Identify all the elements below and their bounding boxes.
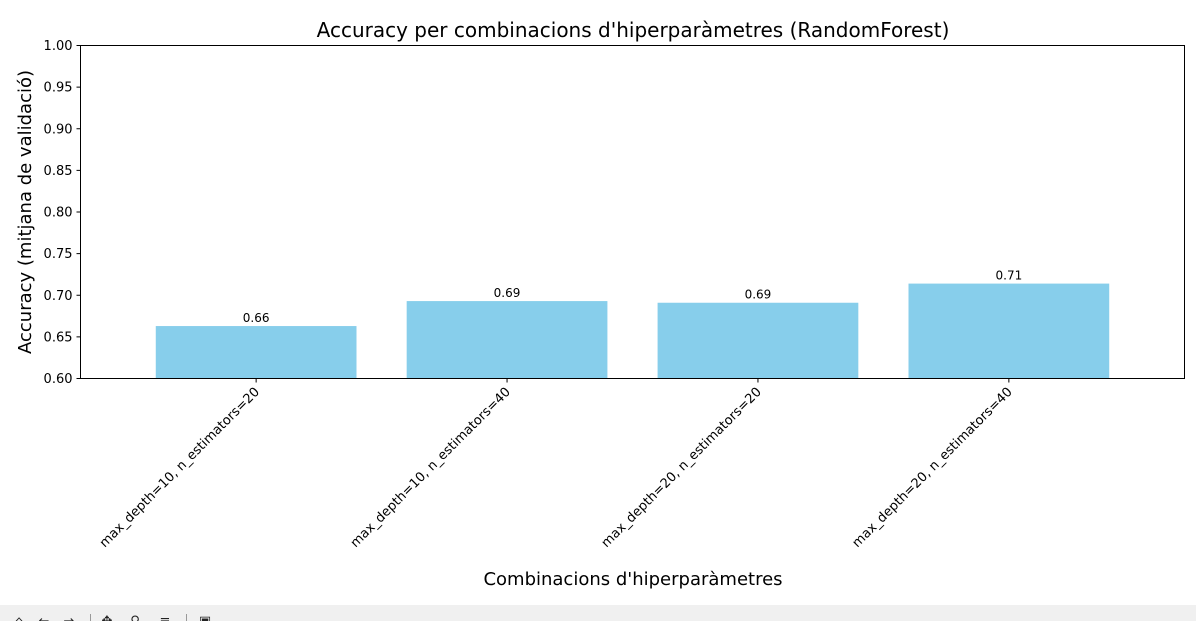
back-icon[interactable]: ← bbox=[37, 615, 51, 621]
chart-figure: Accuracy per combinacions d'hiperparàmet… bbox=[0, 0, 1196, 605]
x-tick-label: max_depth=10, n_estimators=20 bbox=[97, 385, 263, 551]
chart-title: Accuracy per combinacions d'hiperparàmet… bbox=[317, 18, 950, 42]
y-tick-label: 0.85 bbox=[44, 164, 73, 179]
toolbar-separator bbox=[186, 614, 187, 621]
forward-icon[interactable]: → bbox=[62, 615, 76, 621]
x-tick-label: max_depth=20, n_estimators=20 bbox=[599, 385, 765, 551]
bar bbox=[909, 284, 1110, 379]
x-axis: max_depth=10, n_estimators=20 max_depth=1… bbox=[97, 379, 1016, 551]
bars: 0.66 0.69 0.69 0.71 bbox=[156, 269, 1109, 379]
data-label: 0.66 bbox=[243, 311, 270, 325]
y-tick-label: 1.00 bbox=[44, 39, 73, 54]
y-tick-label: 0.75 bbox=[44, 247, 73, 262]
configure-icon[interactable]: ≡ bbox=[158, 615, 172, 621]
data-label: 0.71 bbox=[996, 269, 1023, 283]
y-tick-label: 0.60 bbox=[44, 372, 73, 387]
save-icon[interactable]: ▣ bbox=[198, 615, 212, 621]
y-axis-label: Accuracy (mitjana de validació) bbox=[15, 70, 36, 354]
toolbar-separator bbox=[90, 614, 91, 621]
x-tick-label: max_depth=10, n_estimators=40 bbox=[348, 385, 514, 551]
figure-toolbar: ⌂ ← → ✥ ⚲ ≡ ▣ bbox=[0, 605, 1196, 621]
home-icon[interactable]: ⌂ bbox=[12, 615, 26, 621]
data-label: 0.69 bbox=[494, 286, 521, 300]
y-tick-label: 0.90 bbox=[44, 122, 73, 137]
bar bbox=[156, 326, 357, 378]
pan-icon[interactable]: ✥ bbox=[100, 615, 114, 621]
y-tick-label: 0.70 bbox=[44, 289, 73, 304]
y-axis: 0.60 0.65 0.70 0.75 0.80 0.85 0.90 0.95 1.00 bbox=[44, 39, 81, 387]
x-tick-label: max_depth=20, n_estimators=40 bbox=[850, 385, 1016, 551]
data-label: 0.69 bbox=[745, 288, 772, 302]
bar-chart: Accuracy per combinacions d'hiperparàmet… bbox=[0, 0, 1196, 605]
y-tick-label: 0.95 bbox=[44, 81, 73, 96]
zoom-icon[interactable]: ⚲ bbox=[128, 615, 142, 621]
bar bbox=[658, 303, 859, 379]
y-tick-label: 0.65 bbox=[44, 330, 73, 345]
y-tick-label: 0.80 bbox=[44, 206, 73, 221]
x-axis-label: Combinacions d'hiperparàmetres bbox=[483, 569, 782, 590]
bar bbox=[407, 301, 608, 378]
